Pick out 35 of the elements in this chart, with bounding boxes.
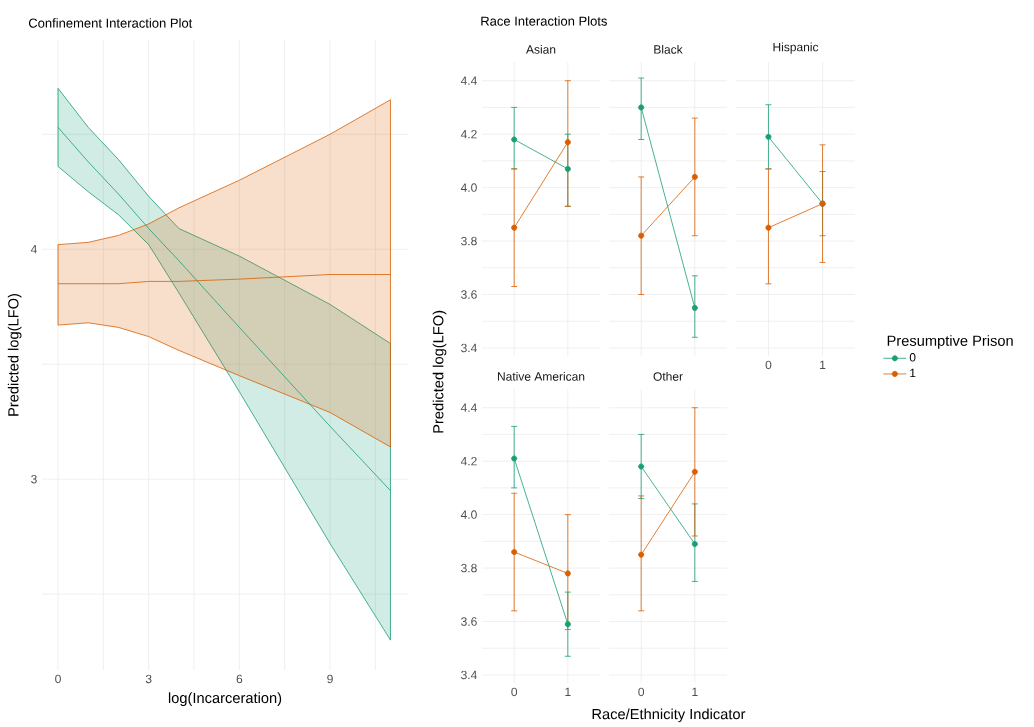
chart-title: Confinement Interaction Plot bbox=[28, 18, 193, 28]
y-tick-label: 3.8 bbox=[461, 563, 477, 573]
x-tick-label: 1 bbox=[565, 687, 571, 696]
x-tick-label: 3 bbox=[145, 674, 152, 684]
y-tick-label: 3.8 bbox=[461, 236, 477, 246]
legend-label: 1 bbox=[910, 368, 916, 378]
x-tick-label: 1 bbox=[692, 687, 698, 696]
x-axis-title: Race/Ethnicity Indicator bbox=[592, 708, 746, 723]
y-tick-label: 4.2 bbox=[460, 129, 477, 139]
y-tick-label: 4.2 bbox=[460, 456, 477, 466]
y-axis-title: Predicted log(LFO) bbox=[432, 310, 447, 433]
y-tick-label: 4.0 bbox=[460, 510, 477, 519]
y-tick-label: 3.6 bbox=[461, 290, 477, 299]
y-axis-title: Predicted log(LFO) bbox=[7, 293, 22, 416]
chart-subtitle: Asian bbox=[526, 44, 556, 54]
chart-subtitle: Native American bbox=[497, 371, 585, 381]
x-tick-label: 9 bbox=[327, 674, 333, 684]
x-tick-label: 0 bbox=[638, 687, 645, 697]
chart-subtitle: Hispanic bbox=[773, 42, 819, 54]
y-tick-label: 4.4 bbox=[460, 76, 477, 85]
y-tick-label: 4 bbox=[30, 245, 37, 254]
x-tick-label: 0 bbox=[55, 674, 61, 684]
x-tick-label: 0 bbox=[511, 687, 518, 697]
y-tick-label: 3.4 bbox=[461, 343, 477, 353]
y-tick-label: 3.4 bbox=[461, 670, 477, 680]
y-tick-label: 3.6 bbox=[461, 617, 477, 626]
legend-label: 0 bbox=[909, 353, 916, 362]
x-axis-title: log(Incarceration) bbox=[168, 692, 282, 707]
x-tick-label: 6 bbox=[236, 674, 243, 684]
chart-subtitle: Black bbox=[654, 44, 683, 54]
chart-subtitle: Other bbox=[653, 371, 683, 381]
legend-title: Presumptive Prison bbox=[887, 335, 1013, 349]
chart-title: Race Interaction Plots bbox=[481, 16, 607, 26]
y-tick-label: 4.4 bbox=[460, 403, 477, 412]
y-tick-label: 4.0 bbox=[460, 183, 477, 192]
